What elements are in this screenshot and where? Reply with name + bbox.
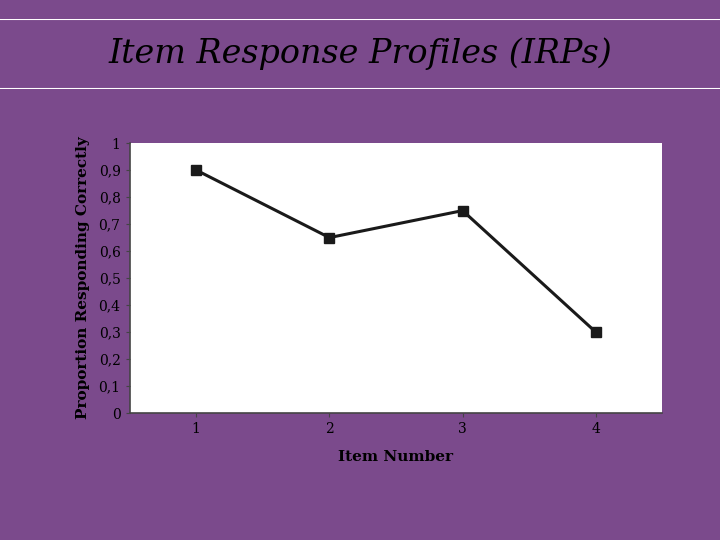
Y-axis label: Proportion Responding Correctly: Proportion Responding Correctly	[76, 137, 90, 420]
X-axis label: Item Number: Item Number	[338, 450, 454, 464]
Text: Item Response Profiles (IRPs): Item Response Profiles (IRPs)	[108, 38, 612, 70]
